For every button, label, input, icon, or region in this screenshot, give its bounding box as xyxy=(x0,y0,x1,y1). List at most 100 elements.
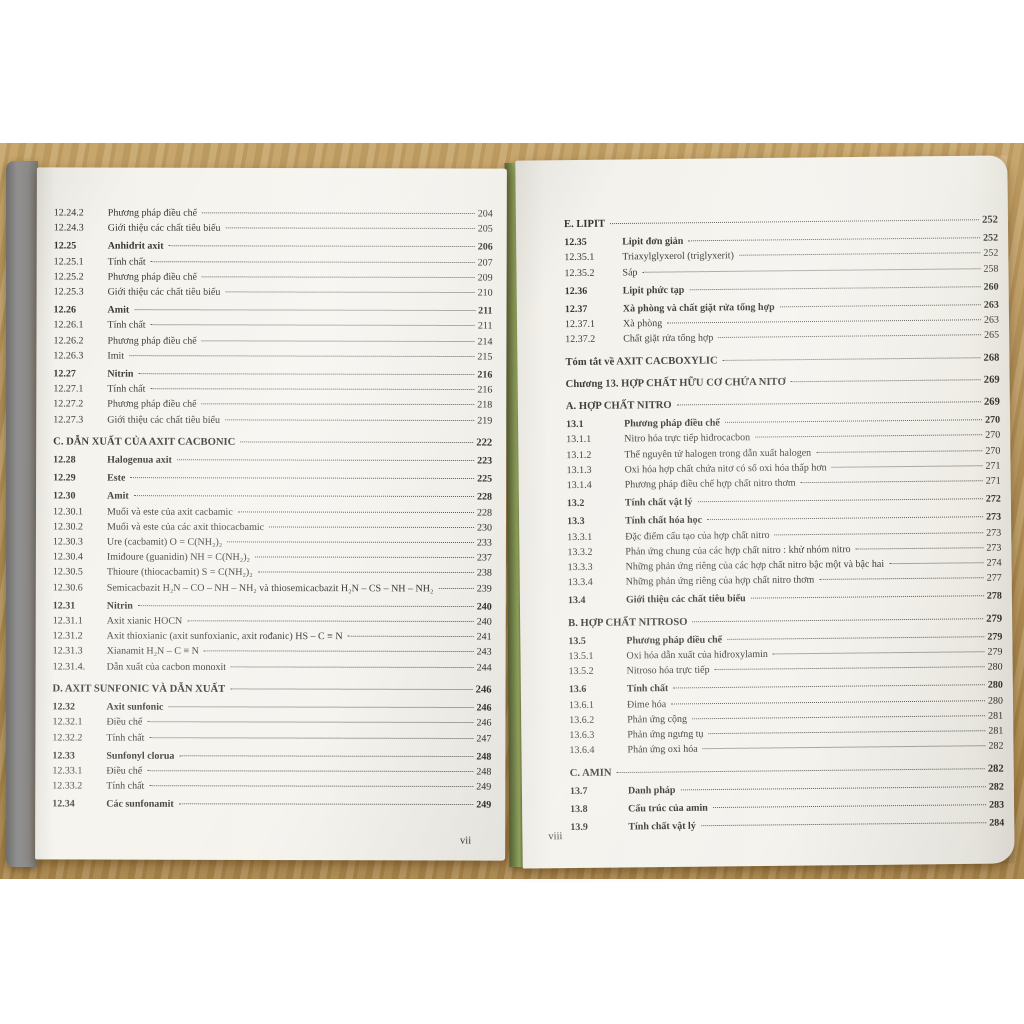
toc-entry-title: Este xyxy=(107,472,126,484)
toc-entry-page: 248 xyxy=(476,766,492,778)
book-photo: 12.24.2 Phương pháp điều chế 204 12.24.3 Giớ… xyxy=(0,143,1024,879)
toc-dot-leader xyxy=(700,822,987,827)
toc-entry-number: 12.33.2 xyxy=(52,780,83,792)
toc-entry-page: 223 xyxy=(477,455,493,467)
toc-entry-title: Những phản ứng riêng của hợp chất nitro … xyxy=(625,574,815,588)
toc-entry: 12.30.3 Ure (cacbamit) O = C(NH₂)₂ 233 xyxy=(53,534,492,550)
toc-entry-title: Tóm tắt về AXIT CACBOXYLIC xyxy=(565,355,718,368)
toc-dot-leader xyxy=(790,379,981,383)
toc-entry-number: 12.27.3 xyxy=(53,414,84,426)
toc-entry-title: Imit xyxy=(107,350,125,362)
toc-entry: 13.6.4 Phản ứng oxi hóa 282 xyxy=(569,739,1003,759)
toc-dot-leader xyxy=(692,715,986,720)
toc-entry-title: Axit xianic HOCN xyxy=(106,615,183,627)
toc-entry: 12.26.2 Phương pháp điều chế 214 xyxy=(53,333,492,349)
toc-entry: 12.28 Halogenua axit 223 xyxy=(53,452,492,468)
toc-entry: 13.8 Cấu trúc của amin 283 xyxy=(570,797,1004,817)
toc-entry-number: 12.35.1 xyxy=(564,252,595,264)
toc-entry: D. AXIT SUNFONIC VÀ DẪN XUẤT 246 xyxy=(53,681,492,697)
toc-entry-title: Xà phòng xyxy=(622,318,663,330)
book-spine-edge xyxy=(6,161,38,867)
toc-dot-leader xyxy=(147,721,474,724)
toc-entry-title: Chương 13. HỢP CHẤT HỮU CƠ CHỨA NITƠ xyxy=(565,376,786,390)
toc-dot-leader xyxy=(738,252,981,257)
toc-entry-title: Oxi hóa hợp chất chứa nitơ có số oxi hóa… xyxy=(624,462,827,476)
toc-dot-leader xyxy=(724,419,983,424)
toc-entry-page: 269 xyxy=(983,396,1000,408)
toc-dot-leader xyxy=(676,401,981,406)
toc-dot-leader xyxy=(689,286,981,291)
toc-entry-title: Dẫn xuất của cacbon monoxit xyxy=(106,661,227,673)
toc-dot-leader xyxy=(673,684,985,689)
toc-entry-title: Chất giặt rửa tổng hợp xyxy=(623,332,714,345)
toc-entry: 12.29 Este 225 xyxy=(53,471,492,487)
toc-entry-number: 13.2 xyxy=(566,498,585,510)
toc-entry: 12.30.1 Muối và este của axit cacbamic 228 xyxy=(53,504,492,520)
toc-dot-leader xyxy=(168,245,475,248)
toc-entry-number: 12.35 xyxy=(564,237,587,249)
toc-entry-page: 206 xyxy=(477,241,493,253)
toc-entry-number: 13.1 xyxy=(566,419,584,431)
toc-entry-title: Sunfonyl clorua xyxy=(106,750,175,762)
toc-entry-title: Amit xyxy=(107,491,129,503)
page-folio-left: vii xyxy=(460,835,472,847)
toc-entry-title: Tính chất hóa học xyxy=(625,515,703,527)
toc-dot-leader xyxy=(616,767,985,773)
toc-entry: C. DẪN XUẤT CỦA AXIT CACBONIC 222 xyxy=(53,434,492,450)
toc-dot-leader xyxy=(150,324,475,327)
toc-dot-leader xyxy=(130,477,475,480)
toc-entry-title: Imiđoure (guanidin) NH = C(NH₂)₂ xyxy=(106,551,251,564)
toc-entry-number: 12.25 xyxy=(53,240,77,252)
toc-entry-page: 252 xyxy=(982,214,999,226)
toc-entry-number: 13.9 xyxy=(570,821,588,834)
toc-page-left: 12.24.2 Phương pháp điều chế 204 12.24.3 Giớ… xyxy=(35,167,507,861)
toc-entry-page: 265 xyxy=(984,329,1000,342)
toc-entry-title: Muối và este của các axit thiocacbamic xyxy=(106,521,265,533)
toc-entry-number: 12.28 xyxy=(53,454,76,466)
toc-entry: 12.32.1 Điều chế 246 xyxy=(52,715,491,731)
toc-entry-page: 214 xyxy=(477,336,493,348)
toc-entry-title: Danh pháp xyxy=(627,784,676,797)
toc-entry-page: 211 xyxy=(478,305,493,317)
toc-entry: 12.26 Amit 211 xyxy=(54,303,493,319)
toc-entry-page: 252 xyxy=(983,232,999,244)
toc-entry-page: 225 xyxy=(477,473,493,485)
toc-entry-page: 246 xyxy=(475,684,492,696)
toc-entry-page: 205 xyxy=(477,223,493,235)
page-folio-right: viii xyxy=(548,831,563,843)
toc-entry: 12.27.1 Tính chất 216 xyxy=(53,382,492,398)
toc-entry-number: 12.29 xyxy=(53,472,76,484)
toc-entry: 12.31.4. Dẫn xuất của cacbon monoxit 244 xyxy=(53,659,492,675)
toc-entry-number: 13.7 xyxy=(569,785,588,797)
toc-dot-leader xyxy=(149,785,474,788)
toc-entry-number: 13.1.4 xyxy=(566,479,592,492)
toc-entry-title: Nitroso hóa trực tiếp xyxy=(626,664,710,677)
toc-entry-title: Phương pháp điều chế xyxy=(107,207,198,219)
toc-entry-number: 13.3.2 xyxy=(567,546,593,558)
toc-entry: 12.26.1 Tính chất 211 xyxy=(53,318,492,334)
toc-entry-title: Xà phòng và chất giặt rửa tổng hợp xyxy=(622,301,775,315)
toc-entry-title: Phương pháp điều chế hợp chất nitro thơm xyxy=(624,477,796,491)
toc-entry-page: 268 xyxy=(983,352,1000,364)
toc-entry-page: 240 xyxy=(476,616,492,628)
toc-entry-title: Phương pháp điều chế xyxy=(624,417,720,430)
toc-entry: 12.31.3 Xianamit H₂N – C ≡ N 243 xyxy=(53,644,492,660)
toc-entry-number: 12.30.5 xyxy=(52,566,83,578)
toc-entry-number: 12.33.1 xyxy=(52,765,83,777)
toc-entry-title: Đime hóa xyxy=(626,698,667,711)
toc-entry-page: 270 xyxy=(984,414,1001,426)
toc-entry-number: 12.31.4. xyxy=(52,661,86,673)
toc-entry-title: D. AXIT SUNFONIC VÀ DẪN XUẤT xyxy=(52,683,226,695)
toc-entry-page: 252 xyxy=(983,247,999,260)
toc-entry-page: 280 xyxy=(987,661,1003,673)
toc-entry-page: 270 xyxy=(985,445,1001,457)
toc-dot-leader xyxy=(779,304,981,308)
toc-entry-page: 247 xyxy=(476,733,492,745)
toc-dot-leader xyxy=(149,736,474,739)
toc-entry: 13.5.2 Nitroso hóa trực tiếp 280 xyxy=(569,660,1003,680)
toc-entry-page: 211 xyxy=(477,320,493,333)
toc-entry-number: 12.31.3 xyxy=(52,645,83,657)
toc-dot-leader xyxy=(800,480,983,484)
toc-dot-leader xyxy=(718,334,982,339)
toc-entry-number: 13.5.2 xyxy=(568,666,594,678)
